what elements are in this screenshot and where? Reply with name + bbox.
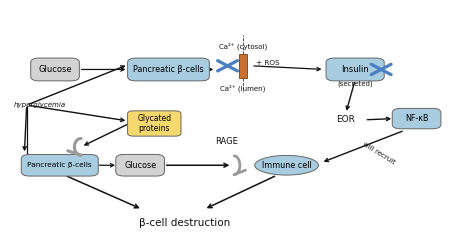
- Text: + ROS: + ROS: [256, 60, 280, 66]
- Text: Immune cell: Immune cell: [262, 161, 311, 170]
- Ellipse shape: [255, 155, 319, 175]
- Text: Pancreatic β-cells: Pancreatic β-cells: [133, 65, 204, 74]
- Text: Glycated
proteins: Glycated proteins: [137, 114, 172, 133]
- Text: hyperglycemia: hyperglycemia: [14, 102, 66, 108]
- FancyBboxPatch shape: [31, 58, 79, 81]
- Text: Glucose: Glucose: [38, 65, 72, 74]
- Text: β-cell destruction: β-cell destruction: [139, 218, 231, 228]
- Text: EOR: EOR: [336, 115, 355, 124]
- FancyBboxPatch shape: [326, 58, 384, 81]
- Text: will recruit: will recruit: [362, 141, 396, 165]
- Text: NF-κB: NF-κB: [405, 114, 428, 123]
- Text: Ca²⁺ (lumen): Ca²⁺ (lumen): [220, 84, 265, 92]
- Text: Pancreatic β-cells: Pancreatic β-cells: [27, 162, 92, 168]
- FancyBboxPatch shape: [238, 54, 246, 78]
- FancyBboxPatch shape: [392, 108, 441, 129]
- FancyBboxPatch shape: [128, 58, 210, 81]
- Text: Ca²⁺ (cytosol): Ca²⁺ (cytosol): [219, 42, 267, 50]
- FancyBboxPatch shape: [21, 154, 98, 176]
- FancyBboxPatch shape: [116, 154, 164, 176]
- Text: (secreted): (secreted): [337, 81, 373, 87]
- FancyBboxPatch shape: [128, 111, 181, 136]
- Text: RAGE: RAGE: [215, 137, 238, 146]
- Text: Insulin: Insulin: [341, 65, 369, 74]
- Text: Glucose: Glucose: [124, 161, 156, 170]
